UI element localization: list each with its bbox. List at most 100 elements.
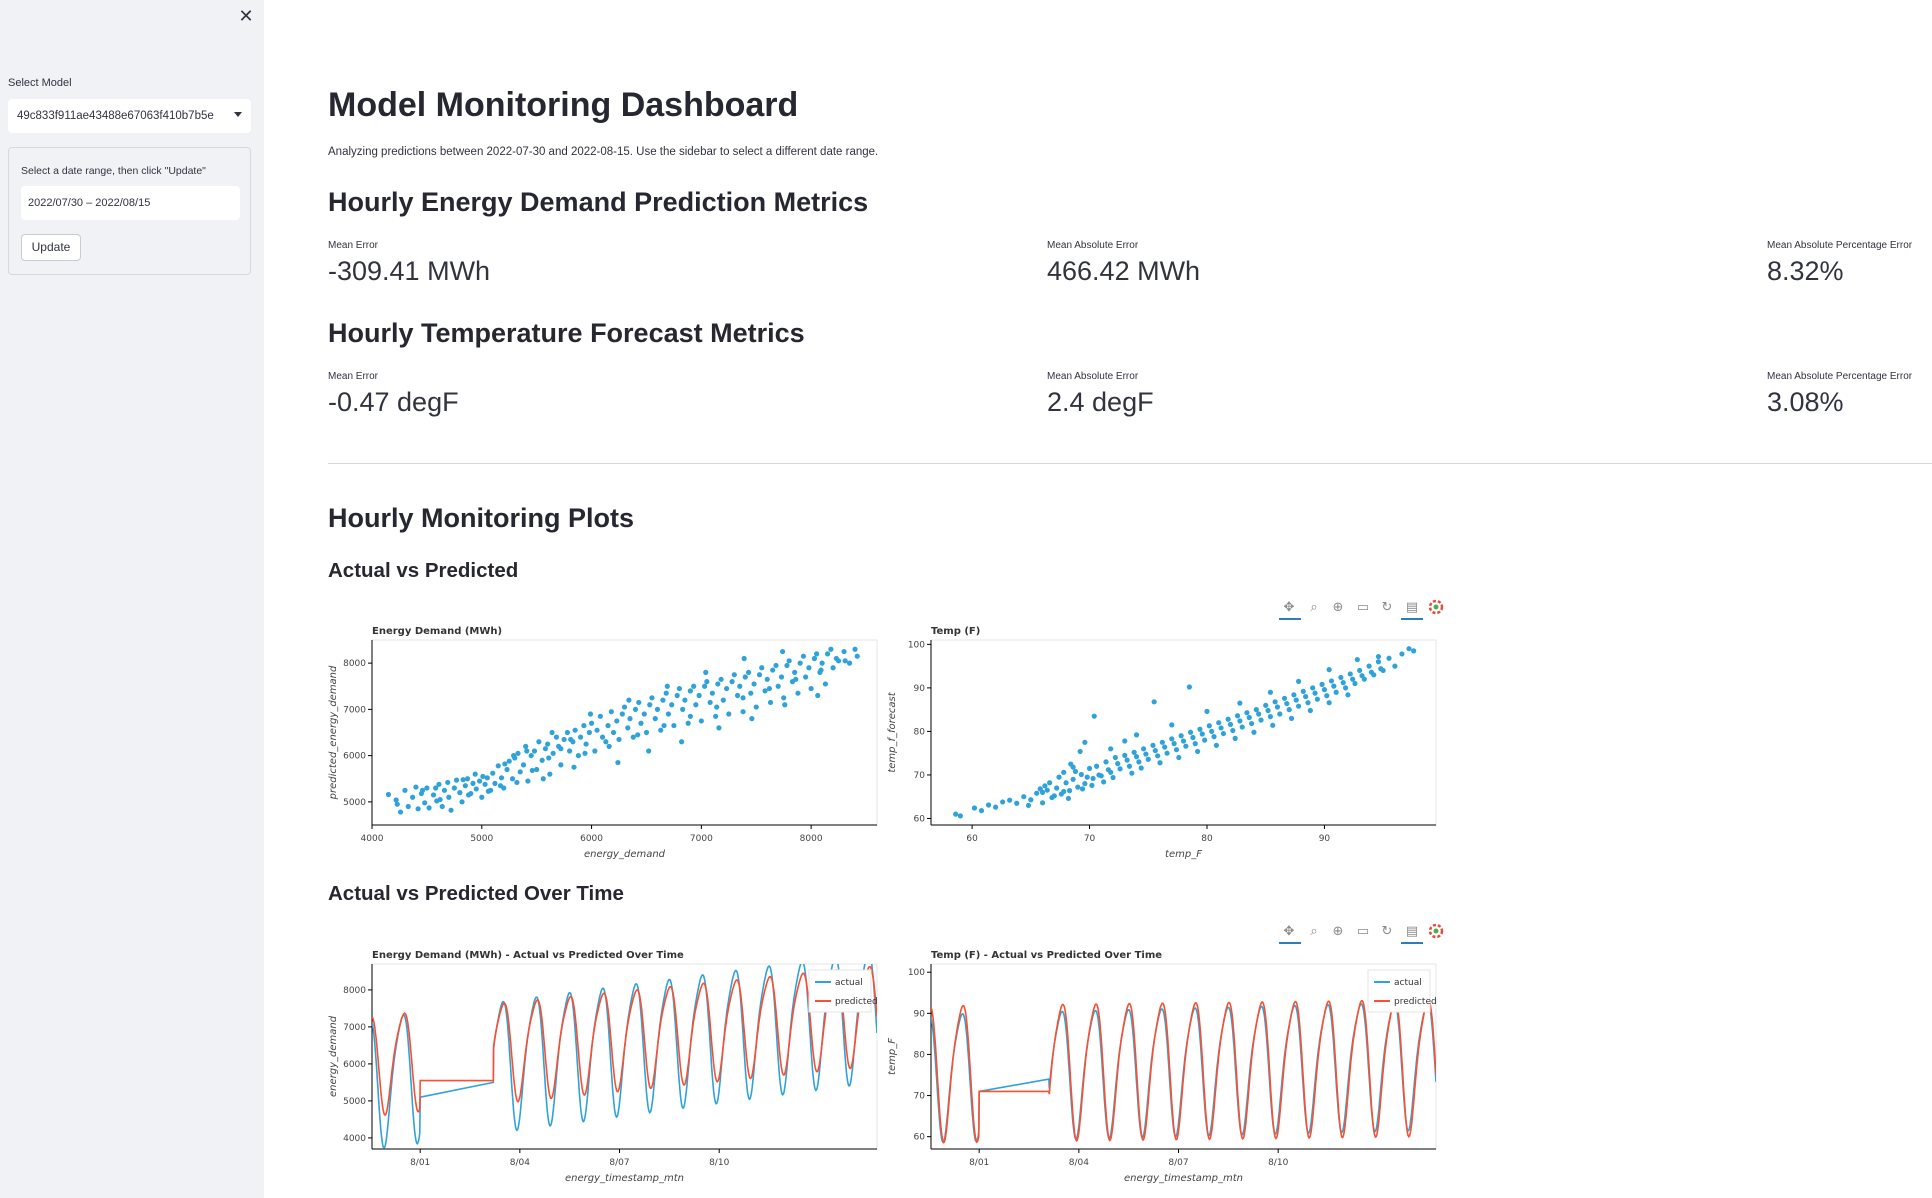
y-tick-label: 90 [914, 684, 926, 694]
hover-icon[interactable]: ▤ [1405, 923, 1419, 938]
scatter-point [1197, 726, 1203, 732]
scatter-point [742, 674, 748, 680]
temp-scatter-plot[interactable]: Temp (F) 60 70 80 90 100 60 70 80 90 temp_F temp_f_… [887, 626, 1437, 860]
scatter-point [740, 695, 746, 701]
scatter-point [531, 748, 538, 754]
scatter-point [773, 662, 779, 669]
scatter-point [800, 653, 807, 659]
scatter-charts: Energy Demand (MWh) 5000 6000 7000 8000 4000 5… [328, 626, 1437, 860]
scatter-point [457, 790, 463, 796]
temp-timeseries-plot[interactable]: Temp (F) - Actual vs Predicted Over Time… [887, 950, 1437, 1184]
y-tick-label: 80 [914, 1050, 926, 1060]
scatter-point [1307, 707, 1313, 714]
scatter-point [1326, 667, 1332, 673]
wheel-zoom-icon[interactable]: ⊕ [1332, 923, 1344, 938]
energy-scatter-plot[interactable]: Energy Demand (MWh) 5000 6000 7000 8000 4000 5… [328, 626, 878, 860]
y-tick-label: 70 [914, 771, 926, 781]
y-tick-label: 60 [914, 1133, 926, 1143]
scatter-point [734, 692, 741, 699]
box-zoom-icon[interactable]: ⌕ [1310, 599, 1318, 614]
scatter-point [664, 683, 670, 689]
energy-metrics-heading: Hourly Energy Demand Prediction Metrics [328, 187, 869, 217]
scatter-point [1375, 659, 1382, 665]
bokeh-logo-icon[interactable] [1428, 599, 1444, 615]
reset-icon[interactable]: ↻ [1381, 599, 1393, 614]
scatter-point [1218, 725, 1224, 731]
energy-mape-value: 8.32% [1767, 256, 1844, 286]
scatter-point [564, 729, 571, 736]
scatter-point [1077, 748, 1083, 755]
save-icon[interactable]: ▭ [1356, 923, 1370, 938]
scatter-point [1345, 692, 1351, 698]
scatter-point [1232, 735, 1238, 741]
scatter-point [1328, 678, 1335, 684]
scatter-point [536, 739, 542, 745]
x-tick-label: 8/10 [1268, 1158, 1288, 1168]
scatter-point [1386, 655, 1392, 661]
scatter-point [506, 758, 512, 764]
chart-title: Temp (F) - Actual vs Predicted Over Time [931, 950, 1162, 961]
scatter-point [715, 681, 721, 687]
legend-label-actual: actual [1394, 978, 1422, 988]
reset-icon[interactable]: ↻ [1381, 923, 1393, 938]
bokeh-logo-icon[interactable] [1428, 923, 1444, 939]
scatter-point [665, 711, 672, 717]
scatter-point [718, 676, 724, 682]
scatter-point [439, 803, 445, 810]
scatter-point [1324, 693, 1330, 699]
scatter-point [740, 709, 746, 715]
model-select[interactable]: 49c833f911ae43488e67063f410b7b5e [8, 99, 251, 133]
scatter-point [808, 685, 814, 692]
save-icon[interactable]: ▭ [1356, 599, 1370, 614]
legend-label-predicted: predicted [1394, 997, 1437, 1007]
y-tick-label: 6000 [343, 1060, 366, 1070]
scatter-point [1300, 688, 1306, 694]
pan-icon[interactable]: ✥ [1283, 599, 1295, 614]
scatter-point [606, 743, 612, 749]
scatter-point [1122, 752, 1128, 758]
x-axis-label: temp_F [1165, 849, 1202, 860]
scatter-point [511, 753, 517, 759]
hover-icon[interactable]: ▤ [1405, 599, 1419, 614]
scatter-point [1072, 768, 1079, 775]
scatter-point [1194, 748, 1201, 755]
scatter-point [625, 725, 631, 731]
box-zoom-icon[interactable]: ⌕ [1310, 923, 1318, 938]
scatter-point [525, 778, 531, 784]
scatter-point [1090, 775, 1096, 782]
date-range-input[interactable]: 2022/07/30 – 2022/08/15 [21, 186, 240, 220]
scatter-point [484, 775, 490, 781]
update-button[interactable]: Update [21, 234, 81, 261]
y-tick-label: 90 [914, 1009, 926, 1019]
energy-timeseries-plot[interactable]: Energy Demand (MWh) - Actual vs Predicte… [328, 950, 878, 1184]
x-tick-label: 8/10 [709, 1158, 729, 1168]
scatter-point [1378, 666, 1384, 672]
scatter-point [528, 753, 534, 759]
scatter-point [1039, 789, 1046, 795]
wheel-zoom-icon[interactable]: ⊕ [1332, 599, 1344, 614]
scatter-point [1117, 766, 1123, 772]
scatter-point [1220, 730, 1227, 737]
scatter-point [515, 750, 521, 756]
y-axis-label: temp_F [887, 1038, 898, 1075]
scatter-point [1150, 742, 1156, 748]
scatter-point [636, 699, 642, 706]
scatter-point [545, 741, 551, 747]
scatter-point [480, 773, 486, 780]
scatter-point [687, 688, 693, 694]
scatter-point [473, 786, 479, 792]
x-tick-label: 8/04 [510, 1158, 530, 1168]
scatter-point [1338, 674, 1344, 681]
scatter-point [534, 766, 540, 773]
scatter-point [1180, 738, 1187, 744]
x-axis-label: energy_demand [584, 849, 666, 860]
scatter-point [1213, 742, 1219, 748]
scatter-point [1091, 713, 1097, 719]
close-sidebar-icon[interactable]: ✕ [238, 6, 254, 26]
scatter-point [495, 763, 501, 769]
scatter-point [842, 658, 848, 664]
scatter-point [630, 734, 636, 740]
scatter-point [828, 646, 834, 652]
pan-icon[interactable]: ✥ [1283, 923, 1295, 938]
scatter-point [1319, 681, 1325, 687]
